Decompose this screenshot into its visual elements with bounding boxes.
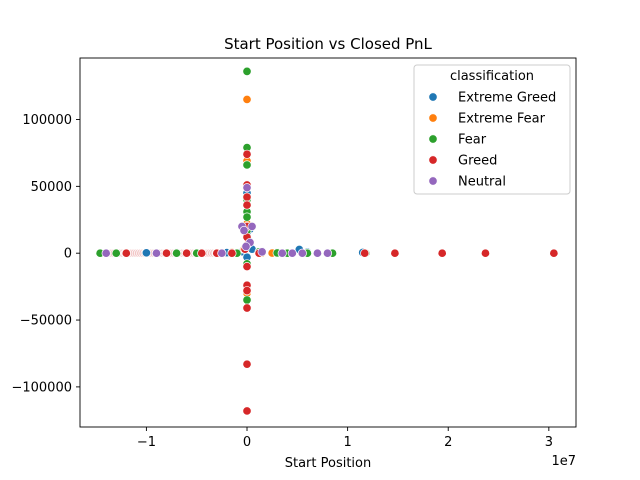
x-axis-label: Start Position — [285, 456, 372, 471]
data-point — [242, 149, 252, 159]
data-point — [312, 248, 322, 258]
data-point — [242, 200, 252, 210]
plot-frame — [79, 57, 577, 428]
data-point — [360, 248, 370, 258]
data-point — [151, 248, 162, 258]
legend-marker — [428, 134, 438, 144]
legend-marker — [428, 176, 438, 186]
legend-marker — [428, 92, 438, 102]
data-point — [297, 248, 307, 258]
y-axis-ticks: −100000 −50000 0 50000 100000 — [11, 113, 80, 395]
y-tick-label: 50000 — [31, 180, 72, 195]
data-point — [287, 248, 297, 258]
data-point — [437, 248, 447, 258]
data-point — [242, 66, 252, 76]
data-point — [322, 248, 333, 258]
legend-entry-label: Greed — [458, 154, 497, 169]
chart-title: Start Position vs Closed PnL — [224, 35, 432, 53]
data-point — [217, 248, 227, 258]
legend-box — [413, 64, 571, 195]
data-point — [242, 94, 252, 104]
x-tick-label: 0 — [243, 435, 251, 450]
data-point — [161, 248, 172, 258]
data-point — [242, 160, 252, 170]
data-point — [242, 262, 252, 272]
legend-title: classification — [450, 69, 534, 84]
data-point — [141, 248, 151, 258]
data-point — [480, 248, 491, 258]
y-tick-label: 100000 — [22, 113, 72, 128]
x-tick-label: −1 — [137, 435, 156, 450]
legend-entry-label: Fear — [458, 133, 487, 148]
data-point — [242, 286, 252, 296]
x-axis-ticks: −1 0 1 2 3 — [137, 427, 553, 450]
data-point — [242, 303, 252, 313]
x-axis-offset-label: 1e7 — [551, 454, 576, 469]
legend-marker — [428, 155, 438, 165]
data-point — [242, 359, 252, 369]
points-layer — [95, 66, 559, 416]
x-tick-label: 1 — [343, 435, 351, 450]
data-point — [121, 248, 131, 258]
data-point — [242, 192, 252, 202]
y-tick-label: −50000 — [20, 314, 72, 329]
data-point — [111, 248, 121, 258]
x-tick-label: 3 — [545, 435, 553, 450]
legend: classification Extreme Greed Extreme Fear F… — [413, 64, 571, 195]
legend-marker — [428, 113, 438, 123]
data-point — [247, 221, 257, 232]
x-tick-label: 2 — [444, 435, 452, 450]
data-point — [101, 248, 111, 258]
data-point — [197, 248, 207, 258]
data-point — [242, 406, 252, 416]
legend-entry-label: Neutral — [458, 175, 506, 190]
data-point — [172, 248, 182, 258]
legend-entry-label: Extreme Greed — [458, 91, 556, 106]
y-tick-label: −100000 — [11, 380, 72, 395]
data-point — [549, 248, 559, 258]
data-point — [227, 248, 237, 258]
data-point — [257, 247, 267, 257]
data-point — [242, 295, 252, 305]
data-point — [390, 248, 400, 258]
y-tick-label: 0 — [64, 247, 72, 262]
data-point — [239, 225, 249, 236]
data-point — [277, 248, 287, 258]
data-point — [242, 212, 252, 222]
data-point — [182, 248, 192, 258]
data-point — [242, 183, 252, 193]
data-point — [241, 241, 251, 252]
legend-entry-label: Extreme Fear — [458, 112, 546, 127]
